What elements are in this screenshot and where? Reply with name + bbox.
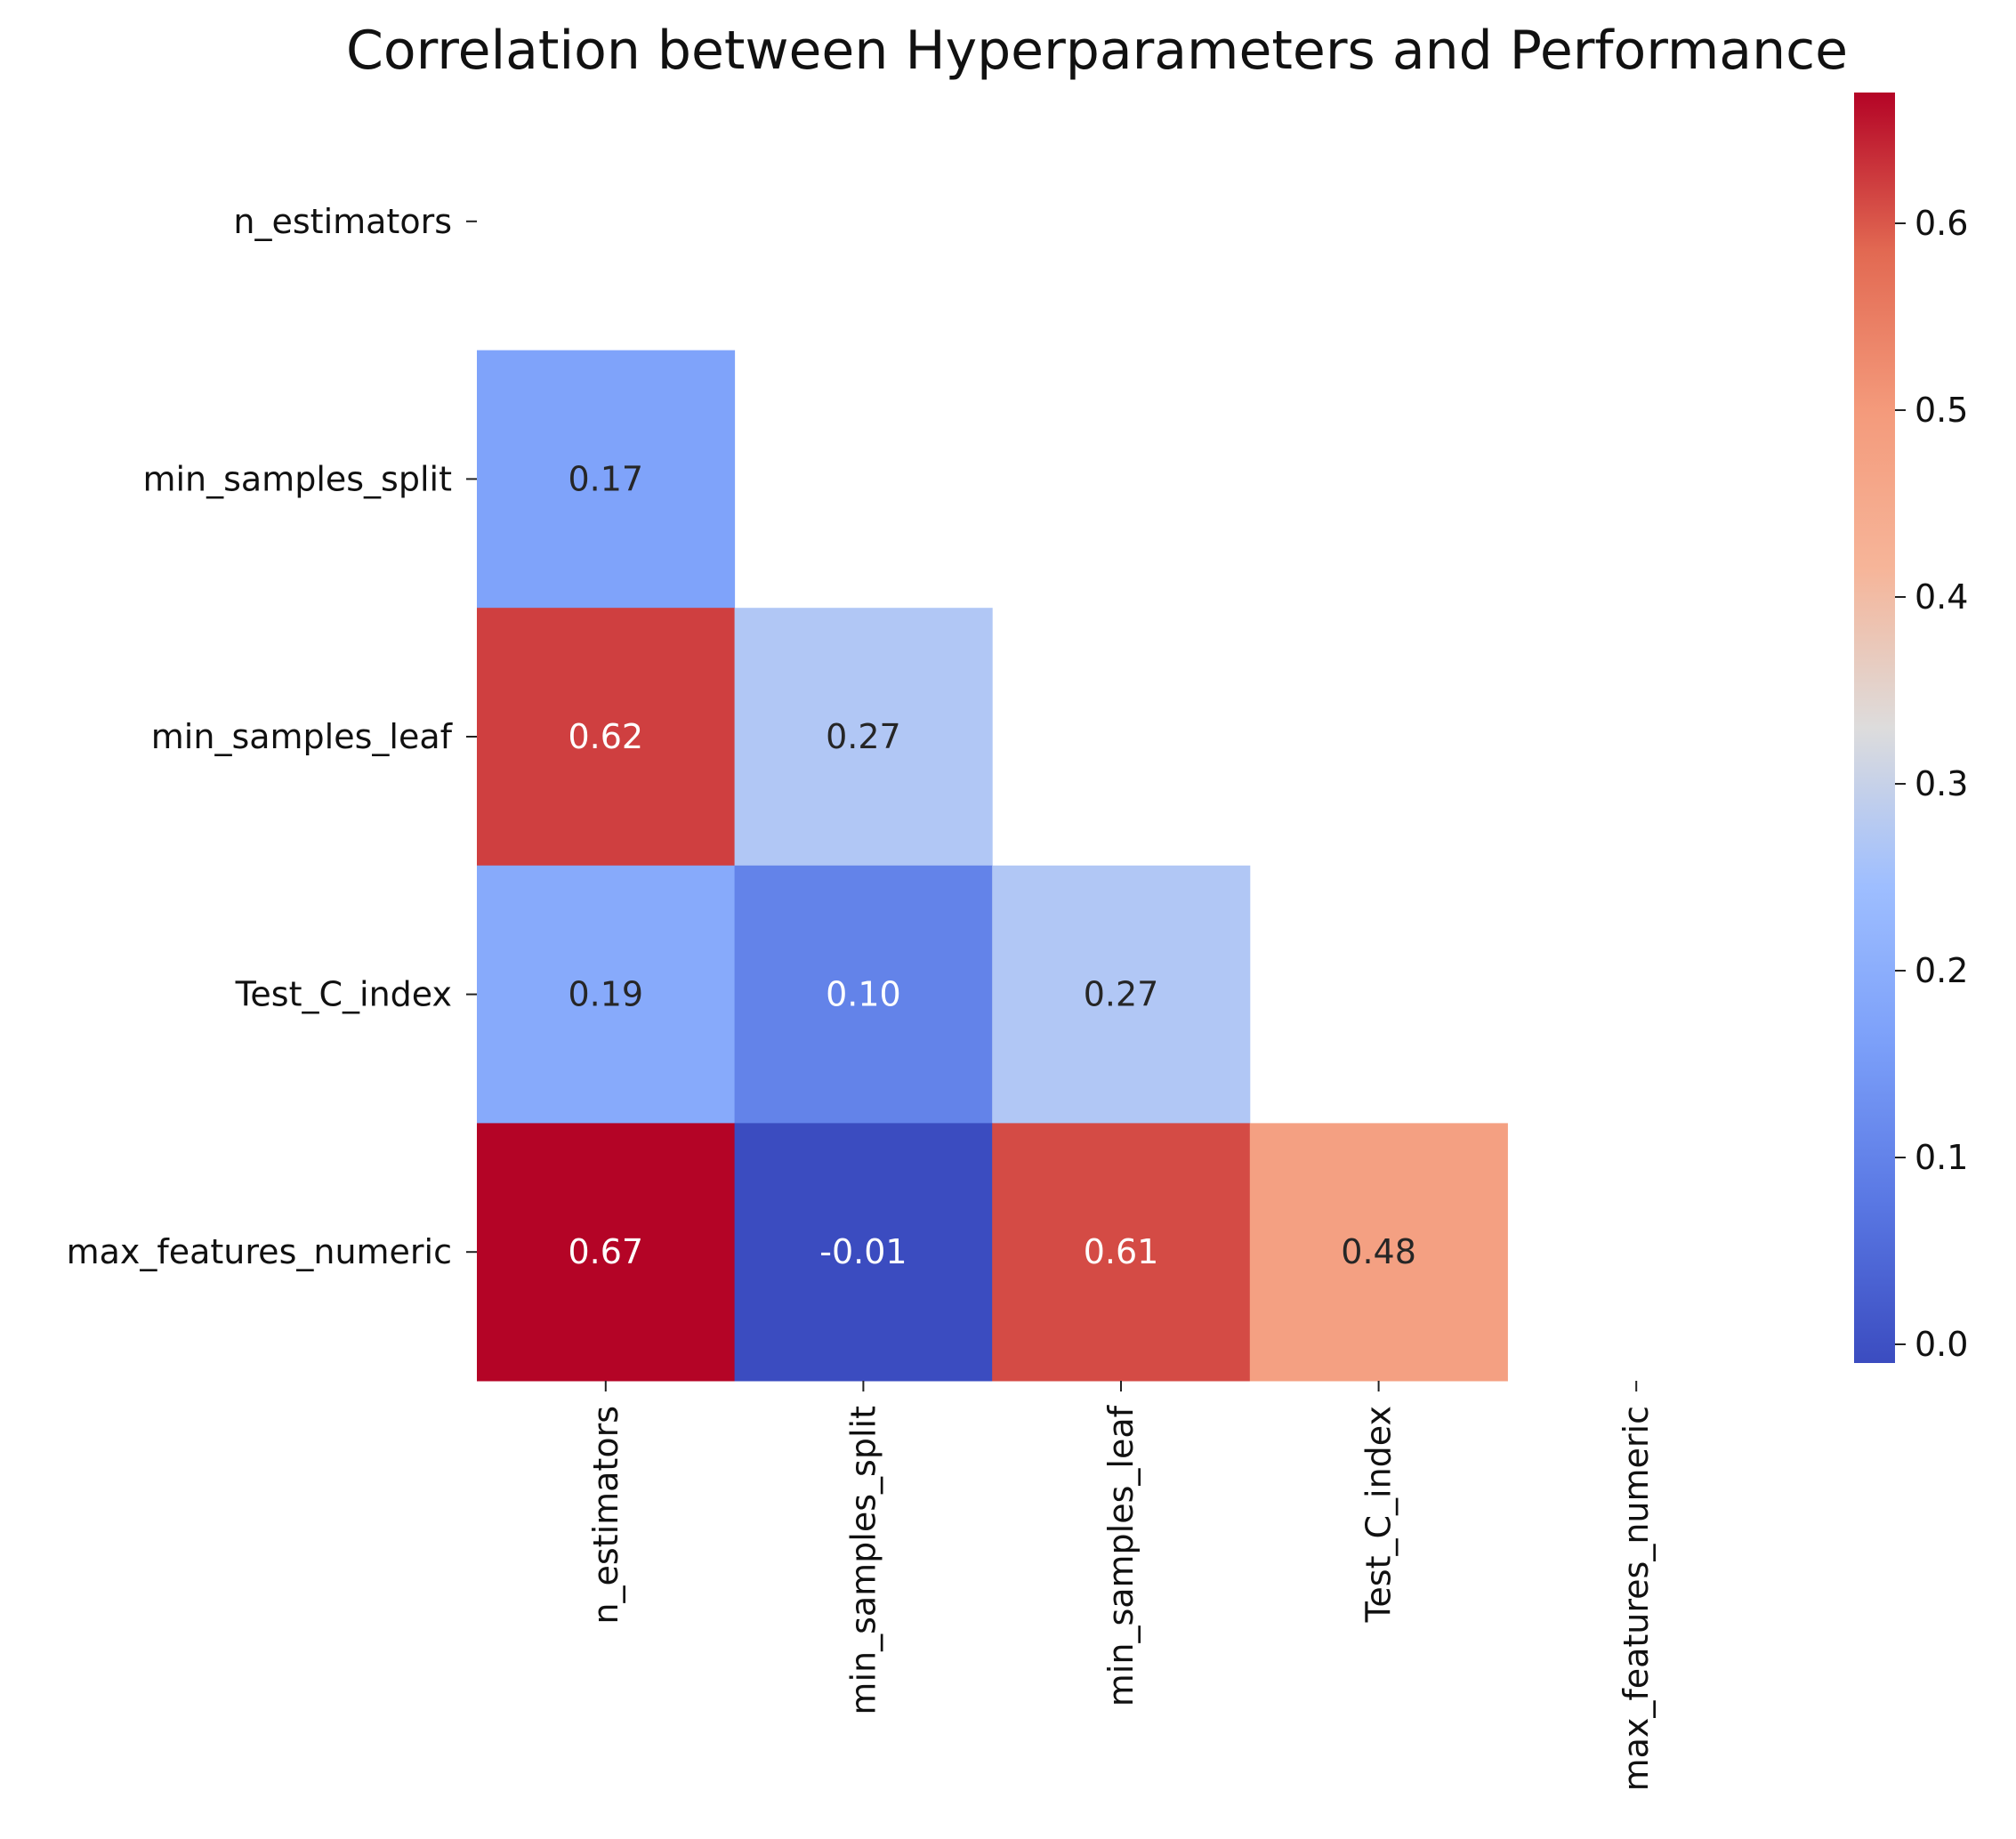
heatmap-cell-label: -0.01: [819, 1232, 907, 1271]
heatmap-cell-label: 0.27: [826, 717, 901, 756]
heatmap-cell-label: 0.62: [568, 717, 643, 756]
heatmap-cell: [477, 608, 736, 867]
heatmap-cell: [734, 865, 993, 1124]
colorbar-tick-label: 0.3: [1915, 764, 1968, 803]
colorbar-tick-label: 0.2: [1915, 951, 1968, 990]
x-tick-label: min_samples_split: [843, 1406, 883, 1715]
heatmap-cell: [734, 608, 993, 867]
heatmap-cell-label: 0.67: [568, 1232, 643, 1271]
heatmap-cell-label: 0.19: [568, 975, 643, 1014]
heatmap-cells: [477, 350, 1508, 1382]
colorbar-tick-label: 0.4: [1915, 577, 1968, 617]
heatmap-cell: [477, 350, 736, 609]
y-tick-label: max_features_numeric: [67, 1232, 452, 1271]
heatmap-cell-label: 0.61: [1084, 1232, 1159, 1271]
y-tick-label: n_estimators: [233, 202, 452, 241]
heatmap-cell-labels: 0.17 0.62 0.27 0.19 0.10 0.27 0.67 -0.01 0.61 0.4…: [568, 459, 1415, 1271]
colorbar-tick-label: 0.6: [1915, 204, 1968, 243]
colorbar-tick-label: 0.5: [1915, 391, 1968, 430]
colorbar-tick-label: 0.0: [1915, 1325, 1968, 1364]
heatmap-cell: [734, 1123, 993, 1382]
y-tick-label: min_samples_split: [142, 459, 452, 498]
heatmap-cell-label: 0.27: [1084, 975, 1159, 1014]
chart-title: Correlation between Hyperparameters and …: [346, 20, 1848, 82]
x-tick-label: min_samples_leaf: [1101, 1404, 1141, 1706]
y-axis-ticks: n_estimators min_samples_split min_samples…: [67, 202, 477, 1271]
colorbar-gradient: [1854, 93, 1895, 1363]
x-tick-label: max_features_numeric: [1617, 1406, 1656, 1791]
heatmap-cell: [1249, 1123, 1508, 1382]
colorbar-tick-label: 0.1: [1915, 1138, 1968, 1177]
x-axis-ticks: n_estimators min_samples_split min_samples…: [586, 1381, 1656, 1791]
x-tick-label: Test_C_index: [1359, 1406, 1399, 1623]
x-tick-label: n_estimators: [586, 1406, 625, 1625]
heatmap-cell: [477, 1123, 736, 1382]
heatmap-cell-label: 0.10: [826, 975, 901, 1014]
heatmap-cell-label: 0.17: [568, 459, 643, 498]
colorbar: 0.0 0.1 0.2 0.3 0.4 0.5 0.6: [1854, 93, 1968, 1364]
colorbar-ticks: 0.0 0.1 0.2 0.3 0.4 0.5 0.6: [1895, 204, 1968, 1364]
heatmap-cell: [992, 865, 1251, 1124]
heatmap-cell: [477, 865, 736, 1124]
y-tick-label: min_samples_leaf: [151, 717, 454, 756]
heatmap-cell: [992, 1123, 1251, 1382]
y-tick-label: Test_C_index: [235, 975, 452, 1014]
heatmap-cell-label: 0.48: [1341, 1232, 1416, 1271]
